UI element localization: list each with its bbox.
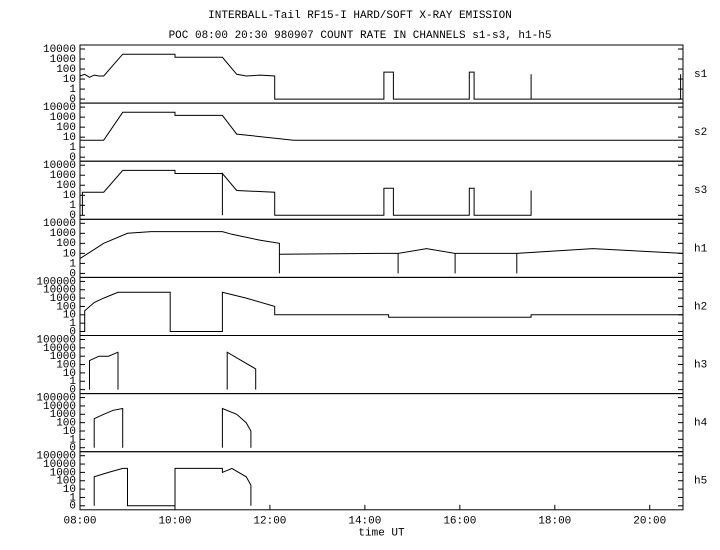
y-tick-label: 100 (56, 64, 76, 76)
x-tick-label: 14:00 (348, 516, 381, 528)
panel-frame (79, 393, 684, 453)
y-tick-label: 100 (56, 122, 76, 134)
data-line (80, 291, 683, 332)
y-tick-label: 1000 (50, 351, 76, 363)
data-line (93, 467, 252, 507)
y-tick-label: 100 (56, 359, 76, 371)
y-tick-label: 100 (56, 476, 76, 488)
y-tick-label: 0 (69, 268, 76, 280)
y-tick-label: 10 (63, 132, 76, 144)
y-tick-label: 1000 (50, 112, 76, 124)
x-tick-label: 10:00 (158, 516, 191, 528)
y-tick-label: 100000 (36, 393, 76, 405)
chart-title: INTERBALL-Tail RF15-I HARD/SOFT X-RAY EM… (208, 10, 512, 22)
y-tick-label: 100000 (36, 451, 76, 463)
y-tick-label: 100 (56, 418, 76, 430)
data-line (89, 351, 257, 390)
y-tick-label: 0 (69, 326, 76, 338)
y-tick-label: 10 (63, 426, 76, 438)
y-tick-label: 0 (69, 210, 76, 222)
y-tick-label: 10 (63, 484, 76, 496)
data-line (79, 231, 684, 274)
panel-label: s1 (694, 69, 708, 81)
y-tick-label: 0 (69, 385, 76, 397)
y-tick-label: 10 (63, 368, 76, 380)
y-tick-label: 1 (69, 376, 76, 388)
x-tick-label: 20:00 (633, 516, 666, 528)
y-tick-label: 10 (63, 74, 76, 86)
y-tick-label: 1000 (50, 228, 76, 240)
panel-label: h2 (694, 301, 707, 313)
y-tick-label: 1000 (50, 409, 76, 421)
y-tick-label: 1 (69, 318, 76, 330)
x-tick-label: 16:00 (443, 516, 476, 528)
y-tick-label: 100000 (36, 334, 76, 346)
y-tick-label: 10 (63, 190, 76, 202)
y-tick-label: 10000 (43, 459, 76, 471)
panel-label: s3 (694, 185, 707, 197)
y-tick-label: 1 (69, 200, 76, 212)
panel-label: h3 (694, 359, 707, 371)
y-tick-label: 0 (69, 152, 76, 164)
y-tick-label: 1 (69, 434, 76, 446)
y-tick-label: 10000 (43, 44, 76, 56)
panel-label: s2 (694, 127, 707, 139)
y-tick-label: 0 (69, 501, 76, 513)
y-tick-label: 100 (56, 180, 76, 192)
y-tick-label: 1000 (50, 54, 76, 66)
data-line (93, 407, 252, 448)
x-tick-label: 18:00 (538, 516, 571, 528)
y-tick-label: 1000 (50, 467, 76, 479)
y-tick-label: 1 (69, 258, 76, 270)
panel-frame (79, 335, 684, 395)
y-tick-label: 0 (69, 443, 76, 455)
y-tick-label: 10000 (43, 285, 76, 297)
y-tick-label: 1 (69, 84, 76, 96)
y-tick-label: 100000 (36, 276, 76, 288)
panel-label: h5 (694, 476, 707, 488)
y-tick-label: 1 (69, 492, 76, 504)
y-tick-label: 10000 (43, 160, 76, 172)
data-line (79, 53, 682, 100)
data-line (80, 111, 683, 141)
y-tick-label: 10000 (43, 401, 76, 413)
y-tick-label: 10000 (43, 343, 76, 355)
data-line (81, 169, 532, 216)
y-tick-label: 1000 (50, 170, 76, 182)
y-tick-label: 100 (56, 238, 76, 250)
x-axis-label: time UT (358, 528, 405, 540)
panel-label: h4 (694, 418, 708, 430)
y-tick-label: 0 (69, 94, 76, 106)
y-tick-label: 10 (63, 310, 76, 322)
x-tick-label: 12:00 (253, 516, 286, 528)
chart-subtitle: POC 08:00 20:30 980907 COUNT RATE IN CHA… (169, 30, 552, 42)
y-tick-label: 10000 (43, 102, 76, 114)
x-tick-label: 08:00 (63, 516, 96, 528)
y-tick-label: 1000 (50, 293, 76, 305)
y-tick-label: 10000 (43, 218, 76, 230)
y-tick-label: 100 (56, 301, 76, 313)
panel-frame (79, 451, 684, 511)
panel-label: h1 (694, 243, 708, 255)
y-tick-label: 1 (69, 142, 76, 154)
y-tick-label: 10 (63, 248, 76, 260)
